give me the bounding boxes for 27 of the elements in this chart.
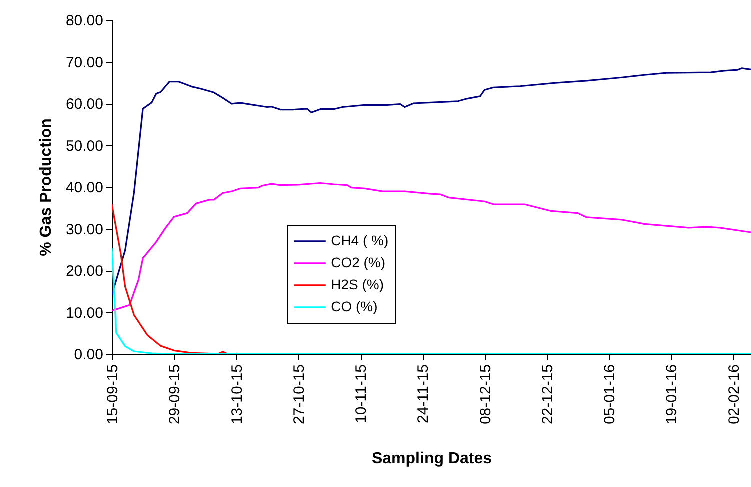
y-axis-title: % Gas Production bbox=[38, 118, 55, 256]
y-tick-label: 10.00 bbox=[66, 304, 104, 322]
y-tick-label: 70.00 bbox=[66, 54, 104, 72]
line-series bbox=[112, 68, 751, 296]
legend-label: CO (%) bbox=[331, 298, 378, 314]
x-tick-label: 22-12-15 bbox=[539, 364, 556, 425]
x-tick-label: 05-01-16 bbox=[602, 364, 618, 425]
x-tick-label: 08-12-15 bbox=[477, 364, 494, 425]
legend-label: CO2 (%) bbox=[331, 254, 386, 270]
y-tick-label: 80.00 bbox=[66, 12, 104, 30]
x-tick-label: 15-09-15 bbox=[104, 364, 122, 425]
x-tick-label: 13-10-15 bbox=[228, 364, 246, 425]
legend-label: H2S (%) bbox=[331, 276, 384, 292]
legend-label: CH4 ( %) bbox=[331, 232, 389, 248]
y-tick-label: 40.00 bbox=[66, 180, 104, 196]
y-tick-label: 0.00 bbox=[74, 346, 104, 364]
x-tick-label: 02-02-16 bbox=[726, 364, 743, 425]
y-tick-label: 20.00 bbox=[66, 263, 104, 280]
x-tick-label: 29-09-15 bbox=[166, 364, 184, 425]
x-tick-label: 24-11-15 bbox=[415, 364, 432, 424]
x-tick-label: 19-01-16 bbox=[664, 364, 681, 425]
y-tick-label: 50.00 bbox=[66, 138, 104, 155]
x-tick-label: 27-10-15 bbox=[290, 364, 308, 425]
x-axis-title: Sampling Dates bbox=[372, 450, 492, 468]
y-tick-label: 30.00 bbox=[66, 221, 104, 238]
y-tick-label: 60.00 bbox=[66, 96, 104, 113]
x-tick-label: 10-11-15 bbox=[353, 364, 370, 424]
